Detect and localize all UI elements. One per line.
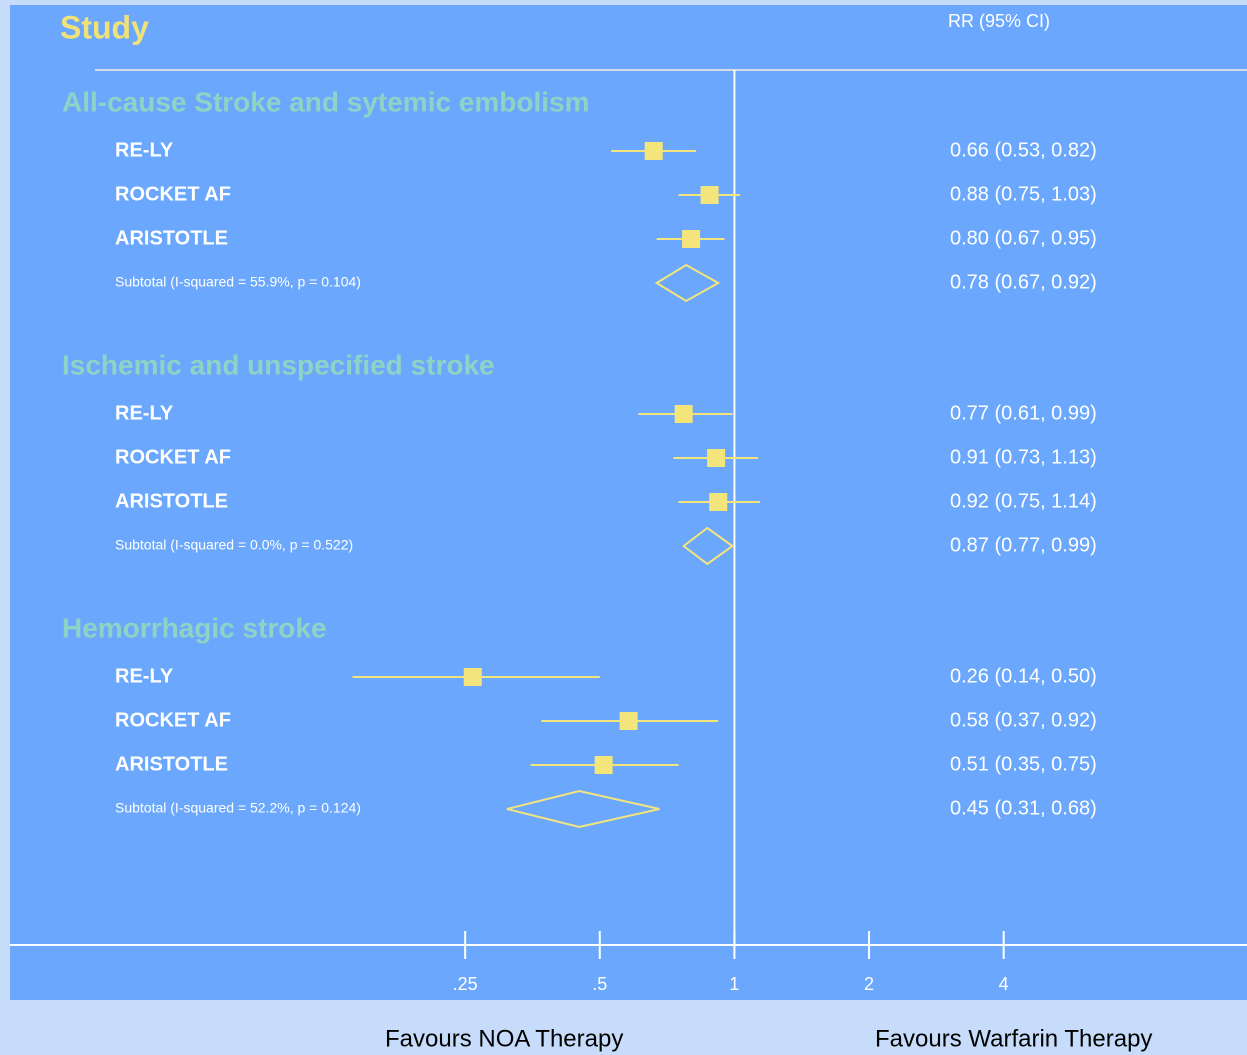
study-name: ARISTOTLE [115,753,228,775]
point-estimate [709,493,728,511]
estimate-label: 0.88 (0.75, 1.03) [950,183,1097,205]
estimate-label: 0.78 (0.67, 0.92) [950,271,1097,293]
subtotal-label: Subtotal (I-squared = 55.9%, p = 0.104) [115,274,361,290]
estimate-label: 0.91 (0.73, 1.13) [950,446,1097,468]
subtotal-diamond [654,263,721,303]
x-tick-label: 2 [864,974,874,994]
x-tick-label: .5 [592,974,607,994]
study-name: RE-LY [115,402,174,424]
study-name: ARISTOTLE [115,490,228,512]
estimate-header: RR (95% CI) [948,11,1050,31]
chart-title: Study [60,9,149,45]
estimate-label: 0.66 (0.53, 0.82) [950,139,1097,161]
estimate-label: 0.80 (0.67, 0.95) [950,227,1097,249]
estimate-label: 0.87 (0.77, 0.99) [950,534,1097,556]
point-estimate [463,668,482,686]
study-name: ROCKET AF [115,709,231,731]
study-name: RE-LY [115,139,174,161]
study-name: RE-LY [115,665,174,687]
plot-background [10,5,1247,1000]
group-header: Hemorrhagic stroke [62,612,327,643]
group-header: Ischemic and unspecified stroke [62,349,495,380]
study-name: ROCKET AF [115,183,231,205]
point-estimate [682,230,701,248]
estimate-label: 0.92 (0.75, 1.14) [950,490,1097,512]
subtotal-diamond [681,526,735,566]
point-estimate [707,449,726,467]
point-estimate [644,142,663,160]
x-right-label: Favours Warfarin Therapy [875,1025,1152,1052]
subtotal-label: Subtotal (I-squared = 0.0%, p = 0.522) [115,537,353,553]
point-estimate [619,712,638,730]
point-estimate [674,405,693,423]
estimate-label: 0.45 (0.31, 0.68) [950,797,1097,819]
estimate-label: 0.58 (0.37, 0.92) [950,709,1097,731]
point-estimate [594,756,613,774]
x-tick-label: .25 [453,974,478,994]
study-name: ROCKET AF [115,446,231,468]
x-tick-label: 1 [729,974,739,994]
x-left-label: Favours NOA Therapy [385,1025,623,1052]
group-header: All-cause Stroke and sytemic embolism [62,86,590,117]
study-name: ARISTOTLE [115,227,228,249]
estimate-label: 0.51 (0.35, 0.75) [950,753,1097,775]
estimate-label: 0.26 (0.14, 0.50) [950,665,1097,687]
subtotal-label: Subtotal (I-squared = 52.2%, p = 0.124) [115,800,361,816]
estimate-label: 0.77 (0.61, 0.99) [950,402,1097,424]
point-estimate [700,186,719,204]
x-tick-label: 4 [999,974,1009,994]
subtotal-diamond [506,789,660,829]
